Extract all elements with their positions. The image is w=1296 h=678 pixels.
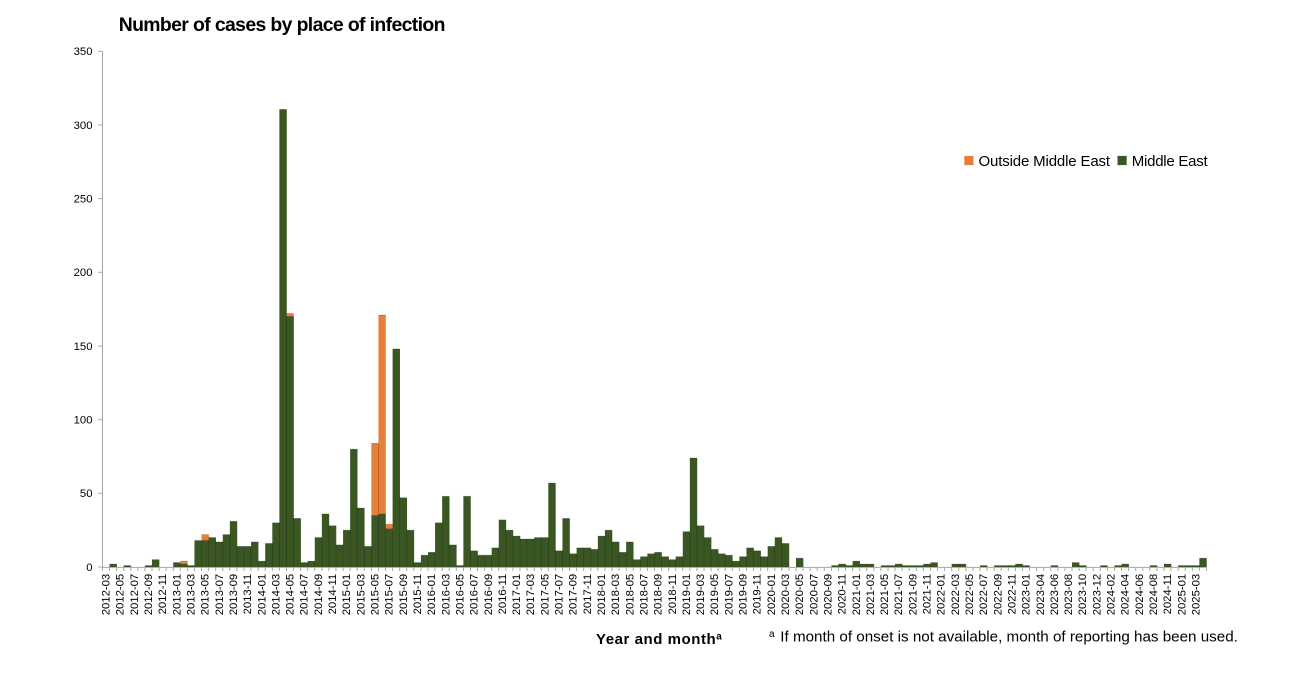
- svg-text:Number of cases by place of in: Number of cases by place of infection: [119, 14, 445, 36]
- svg-text:2016-09: 2016-09: [483, 574, 495, 615]
- svg-text:2012-03: 2012-03: [101, 574, 113, 615]
- svg-text:150: 150: [74, 341, 93, 353]
- svg-text:2022-07: 2022-07: [978, 574, 990, 615]
- svg-text:2014-11: 2014-11: [327, 574, 339, 615]
- svg-text:Year and montha: Year and montha: [596, 631, 722, 648]
- svg-text:2020-09: 2020-09: [822, 574, 834, 615]
- svg-text:2015-05: 2015-05: [370, 574, 382, 615]
- svg-text:2024-06: 2024-06: [1134, 574, 1146, 615]
- svg-text:2016-03: 2016-03: [440, 574, 452, 615]
- svg-text:2025-03: 2025-03: [1190, 574, 1202, 615]
- svg-text:2021-07: 2021-07: [893, 574, 905, 615]
- svg-text:2019-07: 2019-07: [723, 574, 735, 615]
- svg-text:2018-03: 2018-03: [610, 574, 622, 615]
- svg-text:2014-07: 2014-07: [299, 574, 311, 615]
- svg-text:2023-12: 2023-12: [1091, 574, 1103, 615]
- svg-text:2012-09: 2012-09: [143, 574, 155, 615]
- svg-text:2015-11: 2015-11: [412, 574, 424, 615]
- svg-text:2013-05: 2013-05: [200, 574, 212, 615]
- svg-text:2016-07: 2016-07: [469, 574, 481, 615]
- svg-text:2015-09: 2015-09: [398, 574, 410, 615]
- svg-text:2021-01: 2021-01: [851, 574, 863, 615]
- svg-text:2024-04: 2024-04: [1120, 574, 1132, 615]
- svg-text:Outside Middle East: Outside Middle East: [979, 153, 1111, 170]
- svg-text:2017-09: 2017-09: [568, 574, 580, 615]
- svg-text:2022-09: 2022-09: [992, 574, 1004, 615]
- svg-text:2022-11: 2022-11: [1006, 574, 1018, 615]
- svg-text:2022-01: 2022-01: [936, 574, 948, 615]
- svg-text:a If month of onset is not ava: a If month of onset is not available, mo…: [769, 629, 1238, 646]
- svg-text:300: 300: [74, 120, 93, 132]
- svg-text:2020-07: 2020-07: [808, 574, 820, 615]
- svg-text:350: 350: [74, 46, 93, 58]
- svg-text:2012-11: 2012-11: [157, 574, 169, 615]
- svg-text:2018-09: 2018-09: [653, 574, 665, 615]
- svg-text:2019-09: 2019-09: [738, 574, 750, 615]
- svg-text:2013-07: 2013-07: [214, 574, 226, 615]
- svg-text:2020-03: 2020-03: [780, 574, 792, 615]
- svg-text:2013-01: 2013-01: [171, 574, 183, 615]
- svg-text:2016-01: 2016-01: [426, 574, 438, 615]
- svg-text:2023-01: 2023-01: [1021, 574, 1033, 615]
- svg-text:0: 0: [86, 562, 92, 574]
- svg-text:2017-05: 2017-05: [539, 574, 551, 615]
- svg-text:2022-05: 2022-05: [964, 574, 976, 615]
- svg-text:2021-03: 2021-03: [865, 574, 877, 615]
- svg-text:2019-05: 2019-05: [709, 574, 721, 615]
- svg-text:2018-01: 2018-01: [596, 574, 608, 615]
- svg-text:2022-03: 2022-03: [950, 574, 962, 615]
- svg-text:2017-11: 2017-11: [582, 574, 594, 615]
- svg-text:2018-11: 2018-11: [667, 574, 679, 615]
- svg-text:2020-11: 2020-11: [837, 574, 849, 615]
- svg-text:2023-04: 2023-04: [1035, 574, 1047, 615]
- svg-text:2024-08: 2024-08: [1148, 574, 1160, 615]
- svg-text:250: 250: [74, 194, 93, 206]
- svg-text:2021-09: 2021-09: [907, 574, 919, 615]
- svg-text:2014-09: 2014-09: [313, 574, 325, 615]
- svg-text:2016-05: 2016-05: [454, 574, 466, 615]
- svg-text:2012-05: 2012-05: [115, 574, 127, 615]
- svg-text:2020-05: 2020-05: [794, 574, 806, 615]
- svg-text:2019-01: 2019-01: [681, 574, 693, 615]
- svg-text:2021-11: 2021-11: [922, 574, 934, 615]
- svg-text:2013-09: 2013-09: [228, 574, 240, 615]
- svg-text:2014-05: 2014-05: [285, 574, 297, 615]
- svg-text:2014-01: 2014-01: [256, 574, 268, 615]
- svg-text:2021-05: 2021-05: [879, 574, 891, 615]
- svg-text:2025-01: 2025-01: [1176, 574, 1188, 615]
- svg-text:2019-11: 2019-11: [752, 574, 764, 615]
- svg-text:2023-10: 2023-10: [1077, 574, 1089, 615]
- svg-text:50: 50: [80, 488, 93, 500]
- svg-text:Middle East: Middle East: [1132, 153, 1209, 170]
- svg-text:2012-07: 2012-07: [129, 574, 141, 615]
- svg-text:2015-07: 2015-07: [384, 574, 396, 615]
- svg-text:2020-01: 2020-01: [766, 574, 778, 615]
- svg-text:2014-03: 2014-03: [270, 574, 282, 615]
- svg-text:200: 200: [74, 267, 93, 279]
- svg-text:2023-08: 2023-08: [1063, 574, 1075, 615]
- svg-text:2023-06: 2023-06: [1049, 574, 1061, 615]
- svg-text:2013-11: 2013-11: [242, 574, 254, 615]
- svg-text:2015-03: 2015-03: [355, 574, 367, 615]
- svg-text:2018-07: 2018-07: [638, 574, 650, 615]
- svg-text:2015-01: 2015-01: [341, 574, 353, 615]
- svg-text:2017-07: 2017-07: [554, 574, 566, 615]
- svg-text:2013-03: 2013-03: [186, 574, 198, 615]
- svg-text:100: 100: [74, 415, 93, 427]
- svg-text:2017-03: 2017-03: [525, 574, 537, 615]
- svg-text:2024-11: 2024-11: [1162, 574, 1174, 615]
- svg-text:2016-11: 2016-11: [497, 574, 509, 615]
- svg-text:2018-05: 2018-05: [624, 574, 636, 615]
- svg-text:2024-02: 2024-02: [1106, 574, 1118, 615]
- svg-text:2017-01: 2017-01: [511, 574, 523, 615]
- svg-text:2019-03: 2019-03: [695, 574, 707, 615]
